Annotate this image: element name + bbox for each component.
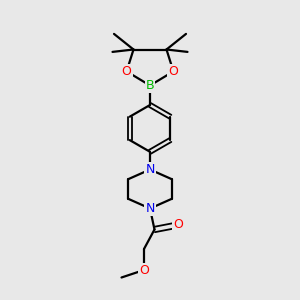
Text: N: N: [145, 163, 155, 176]
Text: N: N: [145, 202, 155, 215]
Text: O: O: [169, 65, 178, 78]
Text: O: O: [139, 263, 149, 277]
Text: O: O: [173, 218, 183, 232]
Text: B: B: [146, 79, 154, 92]
Text: O: O: [122, 65, 131, 78]
